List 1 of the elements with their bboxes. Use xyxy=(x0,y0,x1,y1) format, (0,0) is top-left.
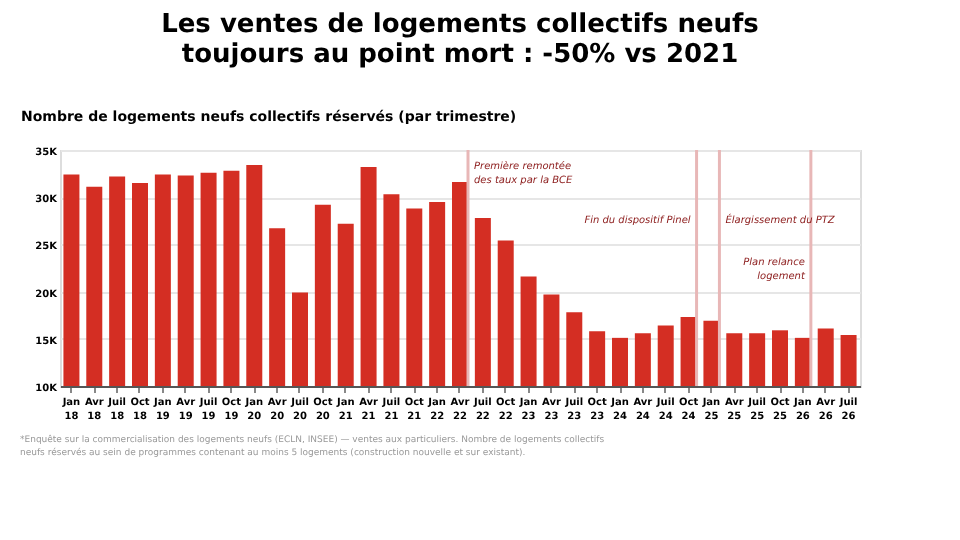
chart-title: Les ventes de logements collectifs neufs toujours au point mort : -50% vs 2021 xyxy=(161,10,760,70)
